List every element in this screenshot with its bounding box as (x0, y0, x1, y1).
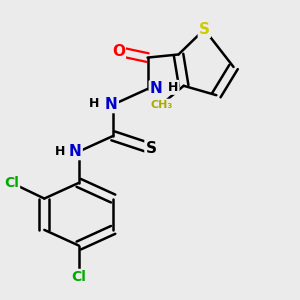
Text: N: N (150, 81, 163, 96)
Text: O: O (112, 44, 125, 59)
Text: S: S (199, 22, 210, 37)
Text: N: N (105, 97, 118, 112)
Text: S: S (146, 141, 157, 156)
Text: H: H (168, 81, 178, 94)
Text: H: H (89, 97, 99, 110)
Text: H: H (55, 145, 65, 158)
Text: Cl: Cl (4, 176, 19, 190)
Text: N: N (69, 144, 82, 159)
Text: CH₃: CH₃ (150, 100, 172, 110)
Text: Cl: Cl (71, 270, 86, 284)
